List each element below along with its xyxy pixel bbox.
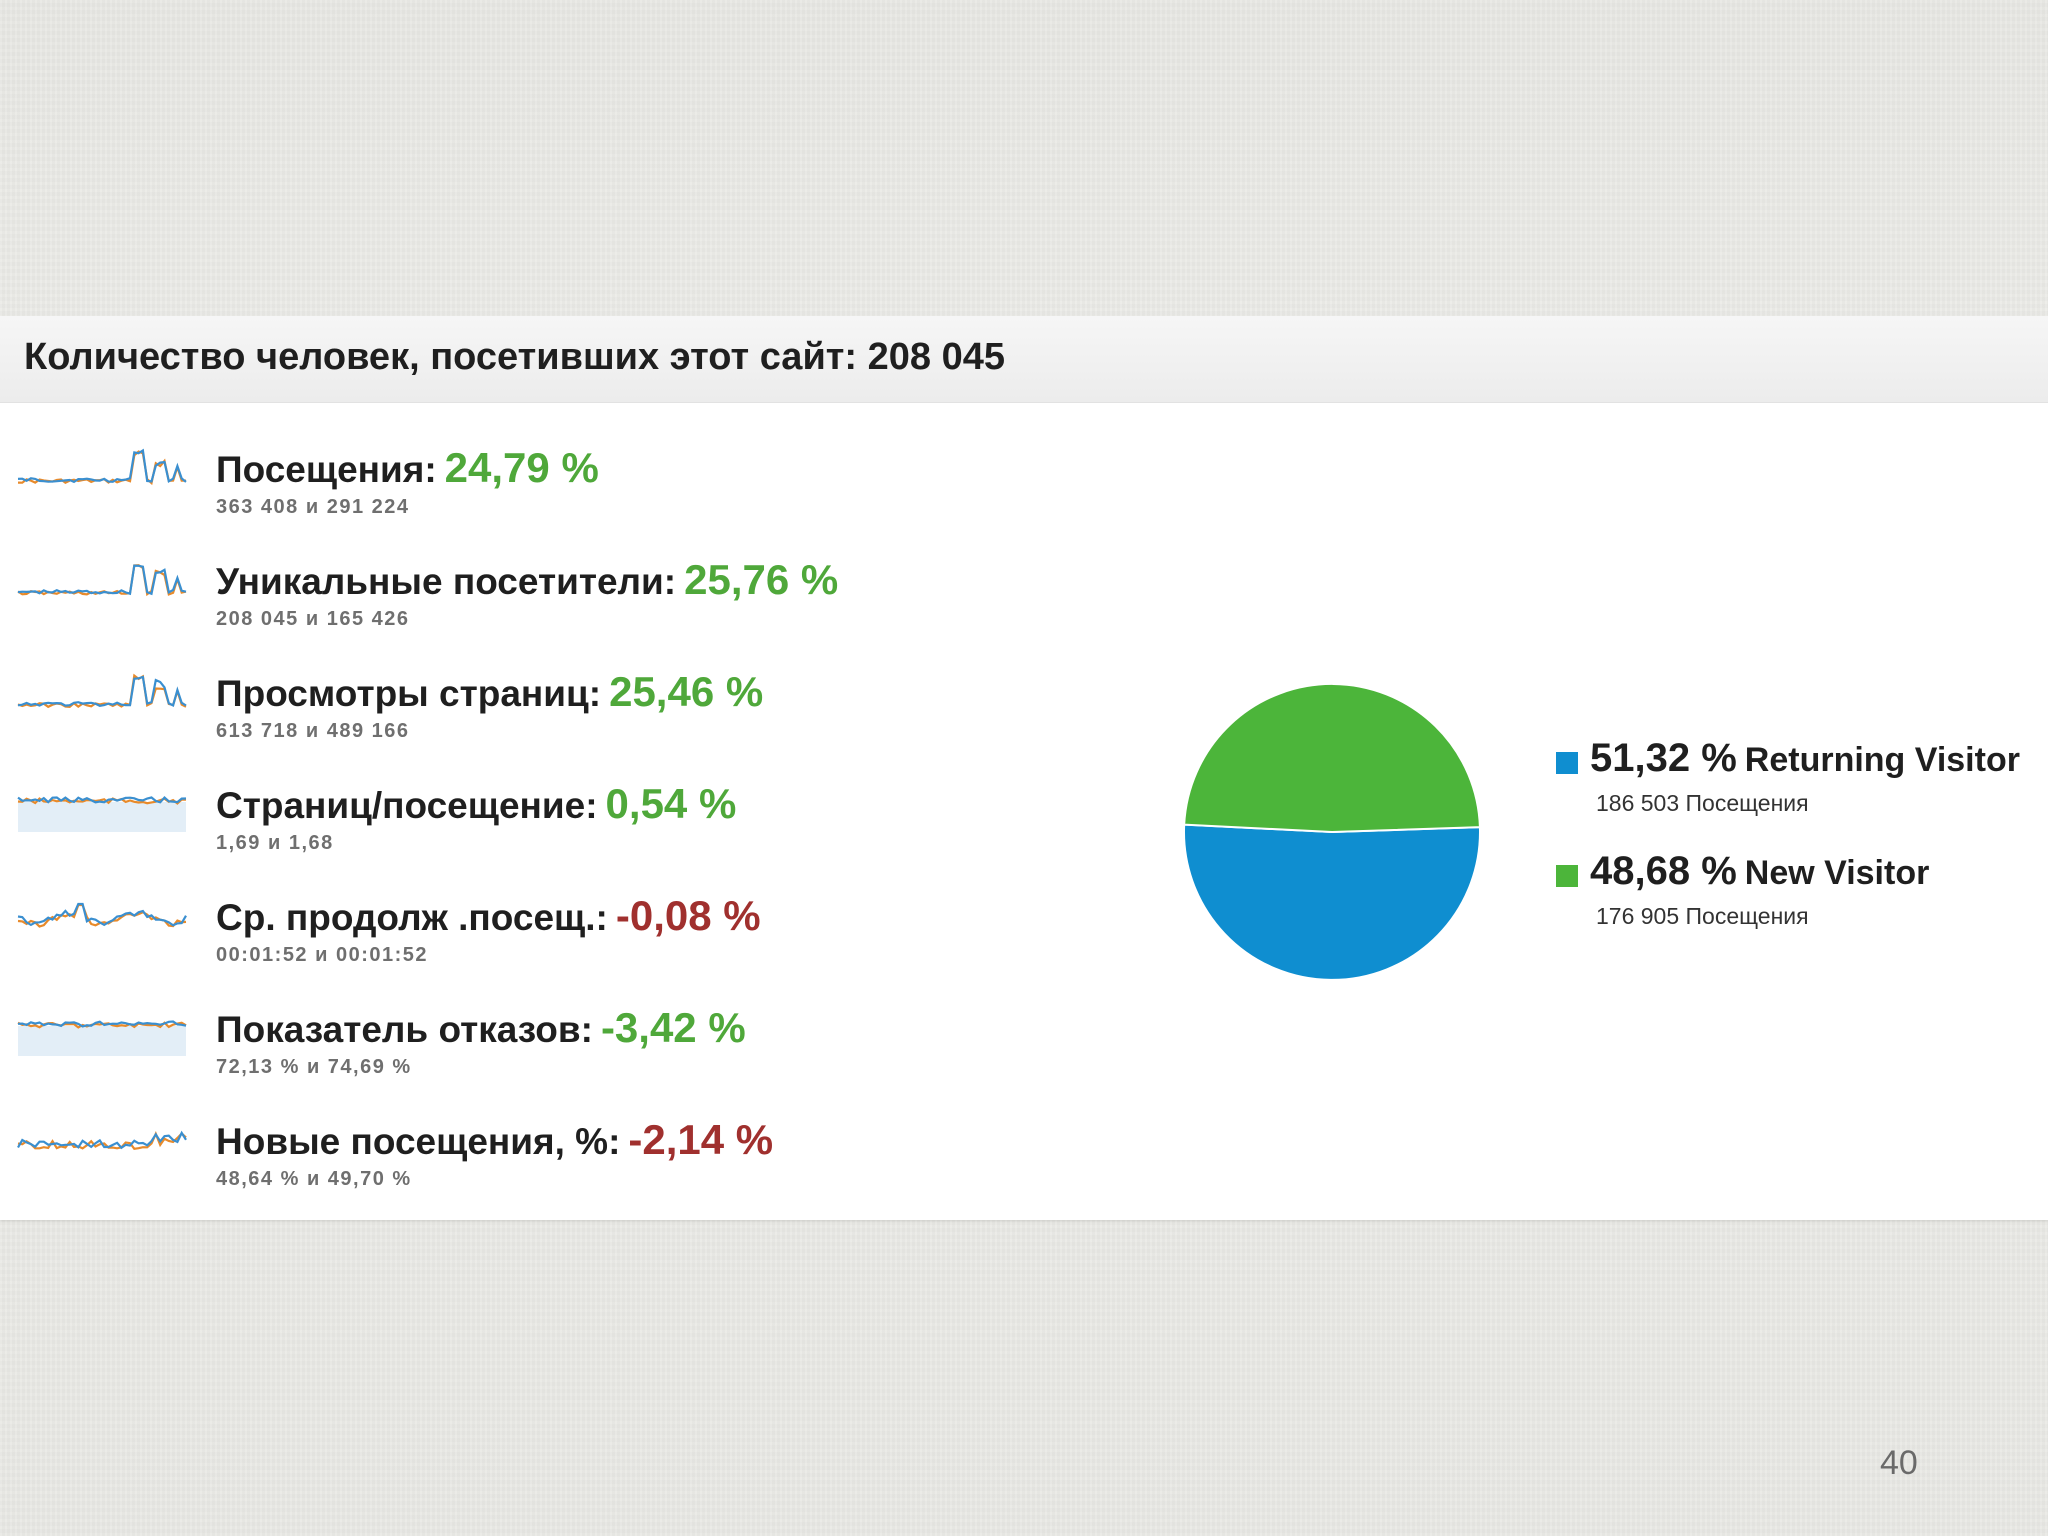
metric-comparison: 00:01:52 и 00:01:52 (216, 944, 429, 966)
metric-row-pages-per-visit: Страниц/посещение: 0,54 % 1,69 и 1,68 (0, 778, 1000, 878)
metric-label: Страниц/посещение: 0,54 % (216, 780, 737, 827)
legend-visits: 176 905 Посещения (1596, 903, 1809, 929)
pie-slice-new-visitor (1183, 682, 1481, 834)
metric-row-pageviews: Просмотры страниц: 25,46 % 613 718 и 489 … (0, 666, 1000, 766)
slide-page-number: 40 (1880, 1444, 1918, 1482)
metric-row-bounce-rate: Показатель отказов: -3,42 % 72,13 % и 74,… (0, 1002, 1000, 1102)
legend-swatch (1556, 865, 1578, 887)
sparkline-icon (17, 1020, 187, 1056)
metric-label: Просмотры страниц: 25,46 % (216, 668, 764, 715)
metric-comparison: 1,69 и 1,68 (216, 832, 334, 854)
metric-comparison: 363 408 и 291 224 (216, 496, 410, 518)
legend-percent: 51,32 % (1590, 736, 1737, 780)
metric-row-visits: Посещения: 24,79 % 363 408 и 291 224 (0, 442, 1000, 542)
metric-row-unique-visitors: Уникальные посетители: 25,76 % 208 045 и … (0, 554, 1000, 654)
pie-slice-returning-visitor (1183, 823, 1481, 981)
legend-percent: 48,68 % (1590, 849, 1737, 893)
panel-title: Количество человек, посетивших этот сайт… (24, 336, 1005, 378)
metric-label: Посещения: 24,79 % (216, 444, 599, 491)
metric-comparison: 72,13 % и 74,69 % (216, 1056, 412, 1078)
metric-value: -2,14 % (628, 1116, 774, 1163)
legend-title: 51,32 % Returning Visitor (1590, 736, 2020, 781)
sparkline-icon (17, 448, 187, 486)
metric-row-new-visits: Новые посещения, %: -2,14 % 48,64 % и 49,… (0, 1114, 1000, 1214)
legend-title: 48,68 % New Visitor (1590, 849, 1929, 894)
panel-header: Количество человек, посетивших этот сайт… (0, 316, 2048, 403)
sparkline-icon (17, 902, 187, 928)
analytics-panel: Количество человек, посетивших этот сайт… (0, 316, 2048, 1220)
sparkline-icon (17, 564, 187, 597)
legend-swatch (1556, 752, 1578, 774)
metric-comparison: 208 045 и 165 426 (216, 608, 410, 630)
sparkline-icon (17, 1130, 187, 1150)
metric-value: 24,79 % (444, 444, 599, 491)
metric-value: -3,42 % (600, 1004, 746, 1051)
metric-comparison: 48,64 % и 49,70 % (216, 1168, 412, 1190)
metric-value: 0,54 % (605, 780, 737, 827)
sparkline-icon (17, 795, 187, 832)
legend-name: New Visitor (1744, 854, 1930, 892)
legend-item-returning: 51,32 % Returning Visitor 186 503 Посещен… (1552, 736, 2042, 826)
metric-value: 25,76 % (684, 556, 839, 603)
legend-name: Returning Visitor (1744, 741, 2020, 779)
metric-label: Показатель отказов: -3,42 % (216, 1004, 746, 1051)
metric-label: Новые посещения, %: -2,14 % (216, 1116, 774, 1163)
metric-row-avg-duration: Ср. продолж .посещ.: -0,08 % 00:01:52 и 0… (0, 890, 1000, 990)
metric-label: Уникальные посетители: 25,76 % (216, 556, 839, 603)
visitor-type-pie-chart (1183, 682, 1481, 981)
metric-value: -0,08 % (615, 892, 761, 939)
metric-comparison: 613 718 и 489 166 (216, 720, 410, 742)
metric-label: Ср. продолж .посещ.: -0,08 % (216, 892, 761, 939)
legend-visits: 186 503 Посещения (1596, 790, 1809, 816)
legend-item-new: 48,68 % New Visitor 176 905 Посещения (1552, 849, 2042, 939)
metric-value: 25,46 % (609, 668, 764, 715)
sparkline-icon (17, 673, 187, 709)
